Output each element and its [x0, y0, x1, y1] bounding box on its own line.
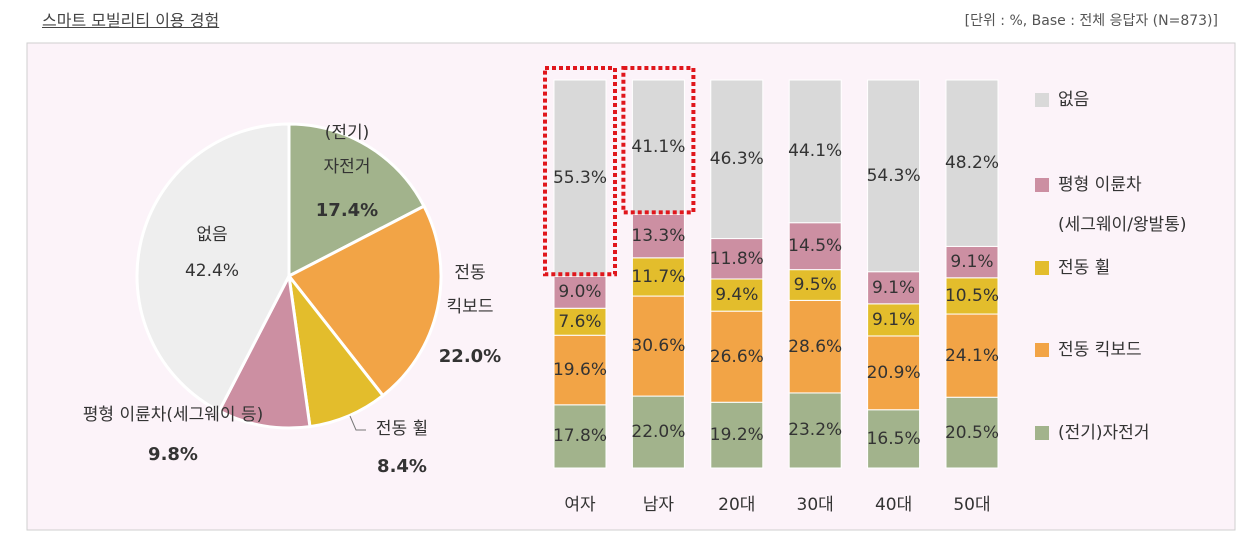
bar-value-label: 9.1% [950, 252, 994, 273]
legend-label: 평형 이륜차 (세그웨이/왕발통) [1058, 175, 1187, 235]
bar-value-label: 20.9% [866, 362, 921, 383]
pie-value-label: 17.4% [315, 200, 379, 221]
bar-value-label: 14.5% [788, 236, 843, 257]
bar-value-label: 44.1% [788, 141, 843, 162]
pie-slice [286, 204, 443, 398]
legend-label: (전기)자전거 [1058, 423, 1150, 443]
bar-segment [867, 335, 921, 411]
leader-line [349, 415, 366, 431]
bar-value-label: 9.5% [793, 275, 837, 295]
pie-label: (전기) 자전거 [323, 123, 371, 177]
title: 스마트 모빌리티 이용 경험 [42, 11, 220, 30]
pie-slice [135, 122, 291, 414]
x-tick-label: 30대 [796, 495, 834, 515]
bar-segment [945, 277, 999, 315]
pie-value-label: 22.0% [438, 346, 502, 367]
bar-value-label: 9.1% [871, 277, 916, 298]
bar-segment [631, 395, 685, 469]
bar-segment [867, 271, 921, 305]
bar-value-label: 55.3% [552, 168, 608, 189]
bar-value-label: 9.4% [715, 285, 759, 306]
bar-value-label: 7.6% [558, 311, 602, 332]
bar-segment [710, 310, 764, 403]
bar-segment [788, 299, 842, 394]
legend-label: 없음 [1058, 90, 1090, 110]
bar-value-label: 30.6% [631, 336, 686, 357]
legend-swatch [1035, 426, 1049, 440]
bar-value-label: 17.8% [552, 426, 608, 447]
legend-swatch [1035, 178, 1049, 192]
x-tick-label: 여자 [564, 495, 596, 515]
bar-segment [867, 303, 921, 337]
bar-segment [867, 79, 921, 273]
bar-segment [553, 79, 607, 277]
bar-segment [945, 396, 999, 469]
bar-segment [631, 257, 685, 297]
legend-swatch [1035, 343, 1049, 357]
bar-segment [710, 238, 764, 280]
x-tick-label: 20대 [718, 495, 756, 515]
bar-segment [710, 401, 764, 469]
pie-value-label: 42.4% [184, 261, 240, 281]
x-tick-label: 남자 [642, 495, 675, 515]
bar-segment [788, 392, 842, 469]
pie-label: 전동 킥보드 [446, 263, 494, 317]
pie-slice [217, 271, 312, 430]
pie-value-label: 9.8% [148, 444, 198, 465]
pie-value-label: 8.4% [377, 456, 427, 477]
x-tick-label: 50대 [953, 495, 991, 515]
legend-swatch [1035, 261, 1049, 275]
bar-value-label: 10.5% [944, 285, 1000, 306]
bar-value-label: 19.2% [709, 425, 764, 446]
note: [단위 : %, Base : 전체 응답자 (N=873)] [964, 13, 1218, 29]
bar-segment [710, 278, 764, 312]
pie-label: 없음 [196, 225, 228, 245]
bar-segment [631, 295, 685, 397]
bar-segment [553, 334, 607, 406]
bar-segment [788, 222, 842, 271]
bar-value-label: 20.5% [944, 422, 1000, 443]
legend-swatch [1035, 93, 1049, 107]
bar-value-label: 9.1% [871, 309, 916, 330]
bar-value-label: 23.2% [788, 420, 843, 441]
legend-label: 전동 휠 [1058, 258, 1111, 278]
bar-value-label: 48.2% [944, 153, 1000, 174]
bar-segment [631, 79, 685, 215]
highlight-box [543, 66, 617, 277]
bar-value-label: 9.0% [558, 282, 602, 303]
bar-value-label: 24.1% [944, 345, 1000, 366]
bar-segment [788, 79, 842, 224]
bar-value-label: 54.3% [866, 165, 921, 186]
bar-segment [553, 307, 607, 336]
bar-segment [945, 79, 999, 247]
legend-label: 전동 킥보드 [1058, 340, 1142, 360]
bar-segment [788, 269, 842, 301]
bar-value-label: 19.6% [552, 360, 608, 381]
bar-value-label: 13.3% [631, 226, 686, 247]
bar-segment [710, 79, 764, 240]
pie-slice [287, 122, 427, 279]
bar-segment [553, 404, 607, 469]
pie-label: 전동 휠 [375, 419, 429, 439]
bar-value-label: 22.0% [631, 422, 686, 443]
bar-value-label: 46.3% [709, 149, 764, 170]
bar-value-label: 41.1% [631, 137, 686, 158]
bar-value-label: 28.6% [788, 336, 843, 357]
bar-value-label: 11.8% [709, 248, 764, 269]
x-tick-label: 40대 [874, 495, 913, 515]
pie-label: 평형 이륜차(세그웨이 등) [82, 405, 264, 425]
bar-segment [945, 313, 999, 398]
bar-value-label: 26.6% [709, 346, 764, 367]
highlight-box [621, 66, 696, 215]
bar-value-label: 16.5% [866, 428, 921, 449]
bar-value-label: 11.7% [631, 266, 686, 287]
